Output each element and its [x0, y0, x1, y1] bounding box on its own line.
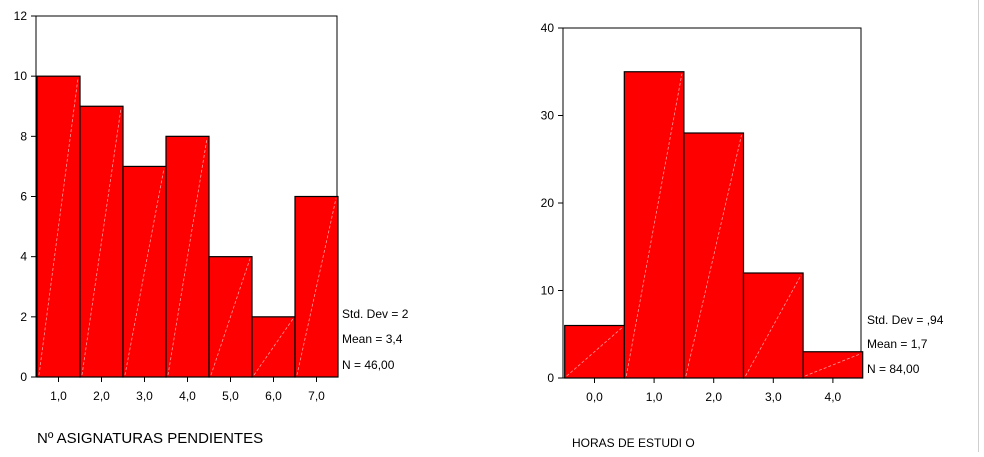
x-tick-label: 0,0 — [586, 390, 603, 404]
stats-label: Std. Dev = ,94 — [867, 313, 944, 327]
bar-hatch-line — [685, 134, 742, 377]
bar-hatch-line — [210, 258, 251, 376]
y-tick-label: 0 — [547, 371, 554, 385]
x-tick-label: 2,0 — [705, 390, 722, 404]
stats-label: Std. Dev = 2 — [342, 307, 409, 321]
stats-label: N = 46,00 — [342, 358, 395, 372]
x-tick-label: 1,0 — [50, 389, 67, 403]
y-tick-label: 40 — [541, 21, 555, 35]
stats-label: Mean = 3,4 — [342, 332, 403, 346]
y-tick-label: 20 — [541, 196, 555, 210]
y-tick-label: 30 — [541, 109, 555, 123]
x-tick-label: 1,0 — [646, 390, 663, 404]
y-tick-label: 4 — [20, 250, 27, 264]
y-tick-label: 10 — [541, 284, 555, 298]
y-tick-label: 0 — [20, 370, 27, 384]
y-tick-label: 10 — [14, 69, 28, 83]
page-edge-divider — [978, 0, 979, 452]
bar-hatch-line — [745, 274, 802, 377]
histogram-horas: 0 10 20 30 40 0,0 1,0 2,0 3,0 4,0 Std. Dev = ,94 Me… — [541, 21, 944, 450]
bar-hatch-line — [296, 198, 337, 376]
x-axis-title: HORAS DE ESTUDI O — [572, 436, 695, 450]
histogram-bar — [623, 71, 685, 379]
stats-label: Mean = 1,7 — [867, 337, 928, 351]
x-tick-label: 7,0 — [308, 389, 325, 403]
histogram-bar — [251, 316, 296, 378]
x-tick-label: 2,0 — [93, 389, 110, 403]
histogram-bar — [165, 135, 210, 378]
x-tick-label: 4,0 — [179, 389, 196, 403]
histogram-bar — [683, 132, 745, 379]
x-tick-label: 3,0 — [136, 389, 153, 403]
histogram-bar — [79, 105, 124, 378]
y-tick-label: 12 — [14, 9, 28, 23]
bar-hatch-line — [625, 73, 683, 377]
stats-label: N = 84,00 — [867, 362, 920, 376]
x-tick-label: 4,0 — [825, 390, 842, 404]
histogram-asignaturas: 0 2 4 6 8 10 12 1,0 2,0 3,0 4,0 5,0 6,0 7,0 Std. Dev =… — [14, 9, 409, 447]
y-tick-label: 8 — [20, 129, 27, 143]
x-tick-label: 5,0 — [222, 389, 239, 403]
histogram-bar — [802, 351, 864, 379]
histogram-bar — [36, 75, 81, 378]
bar-hatch-line — [253, 318, 294, 376]
x-axis-title: Nº ASIGNATURAS PENDIENTES — [37, 430, 263, 447]
bar-hatch-line — [566, 327, 623, 377]
x-tick-label: 6,0 — [265, 389, 282, 403]
y-tick-label: 6 — [20, 190, 27, 204]
x-tick-label: 3,0 — [765, 390, 782, 404]
y-tick-label: 2 — [20, 310, 27, 324]
bar-hatch-line — [124, 168, 165, 376]
